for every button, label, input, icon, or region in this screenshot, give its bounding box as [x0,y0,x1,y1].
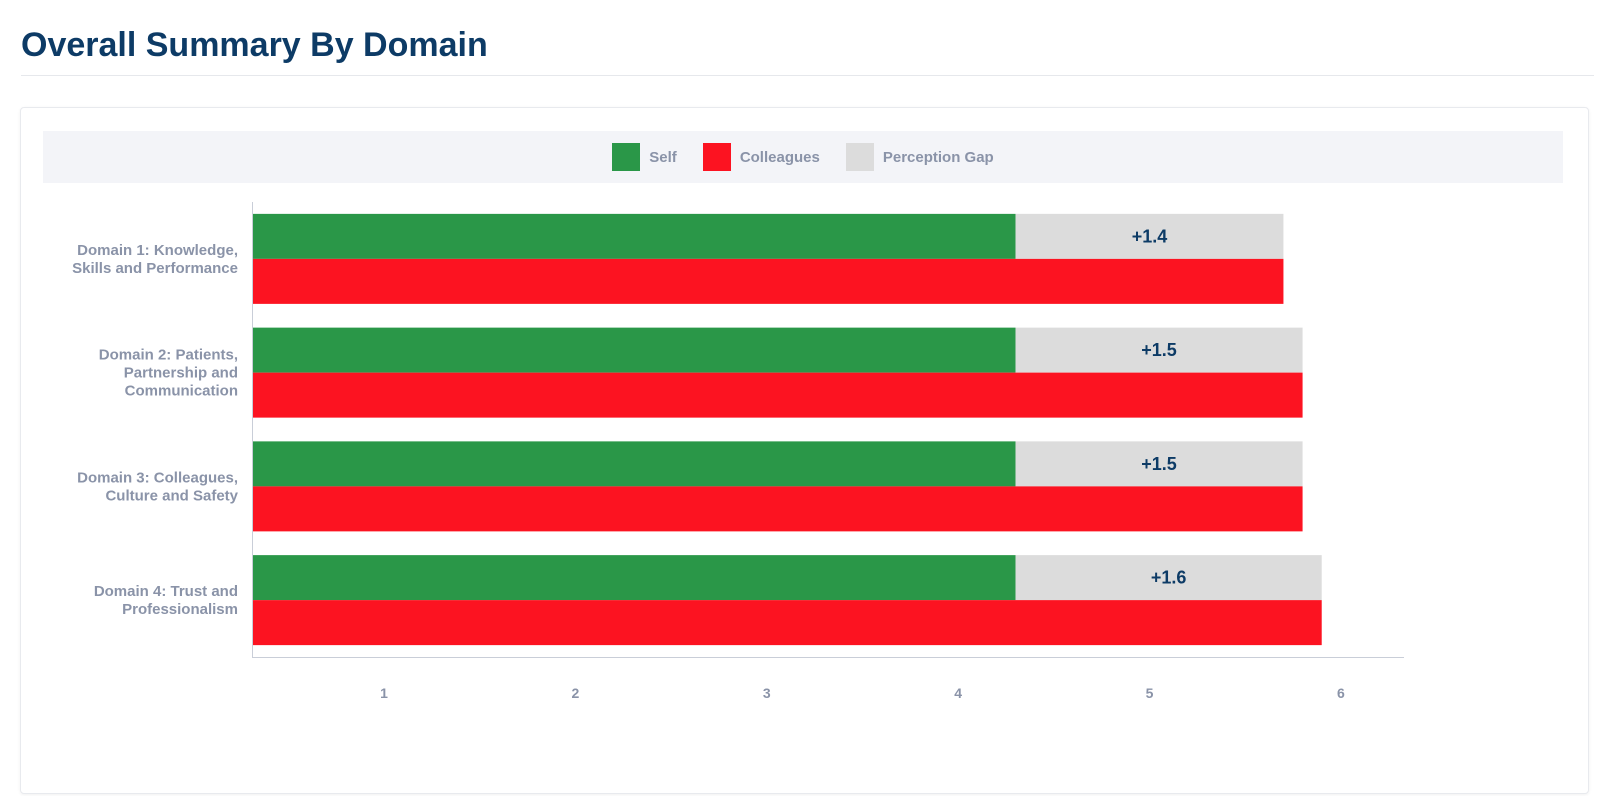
category-label-line: Domain 3: Colleagues, [77,469,238,486]
legend-label-colleagues: Colleagues [739,148,820,166]
bar-perception-gap [1015,441,1303,487]
category-label-line: Domain 1: Knowledge, [77,242,238,259]
gap-value-label: +1.5 [1141,340,1177,360]
category-label: Domain 1: Knowledge, Skills and Performan… [72,242,238,277]
category-label-line: Professionalism [122,601,238,618]
legend-swatch-perception-gap [845,143,874,171]
chart-legend: Self Colleagues Perception Gap [43,131,1563,183]
gap-value-label: +1.6 [1151,568,1187,588]
category-label: Domain 2: Patients, Partnership and Commun… [99,347,238,400]
legend-label-self: Self [649,148,677,166]
legend-item-self[interactable]: Self [612,143,677,171]
category-label-line: Domain 4: Trust and [94,583,238,600]
category-label: Domain 3: Colleagues, Culture and Safety [77,469,239,504]
page-title: Overall Summary By Domain [21,26,488,64]
legend-label-perception-gap: Perception Gap [882,148,994,166]
legend-item-perception-gap[interactable]: Perception Gap [845,143,994,171]
bar-self [252,555,1016,601]
bar-colleagues [252,372,1303,418]
legend-item-colleagues[interactable]: Colleagues [702,143,820,171]
x-tick-label: 6 [1337,685,1345,701]
x-tick-label: 2 [572,685,580,701]
title-divider [21,75,1594,76]
x-tick-label: 5 [1146,685,1154,701]
category-label-line: Communication [125,383,238,400]
bar-perception-gap [1015,327,1303,373]
bar-colleagues [252,600,1322,646]
bar-self [252,441,1016,487]
gap-value-label: +1.4 [1132,226,1168,246]
category-label-line: Domain 2: Patients, [99,347,238,364]
legend-swatch-self [612,143,641,171]
bar-self [252,213,1016,259]
x-tick-label: 1 [380,685,388,701]
category-label-line: Partnership and [124,365,238,382]
category-label: Domain 4: Trust and Professionalism [94,583,238,618]
x-tick-label: 3 [763,685,771,701]
bar-perception-gap [1015,555,1322,601]
bar-colleagues [252,258,1284,304]
bar-perception-gap [1015,213,1284,259]
bar-self [252,327,1016,373]
category-label-line: Culture and Safety [105,487,238,504]
gap-value-label: +1.5 [1141,454,1177,474]
bar-colleagues [252,486,1303,532]
legend-swatch-colleagues [702,143,731,171]
category-label-line: Skills and Performance [72,260,238,277]
x-tick-label: 4 [954,685,962,701]
